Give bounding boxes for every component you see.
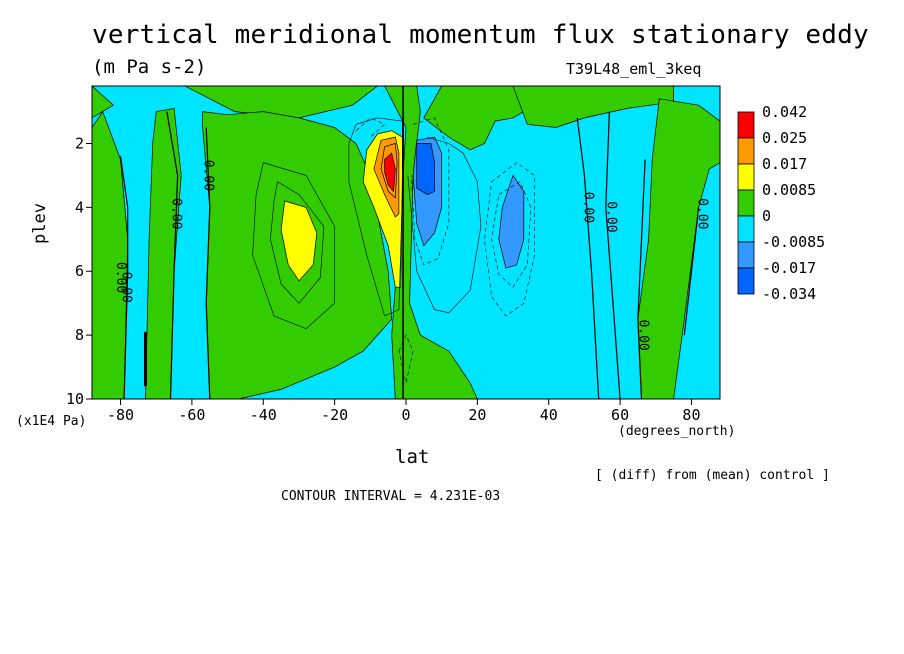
contour-label-1: 0.00 bbox=[168, 198, 183, 229]
contour-labels: 0.000.000.000.000.00 0.000.000.00 bbox=[113, 160, 710, 351]
contour-region-13 bbox=[384, 152, 396, 193]
x-axis-label: lat bbox=[395, 446, 430, 468]
y-axis-unit: (x1E4 Pa) bbox=[16, 414, 87, 429]
legend-label-6: -0.017 bbox=[762, 259, 816, 277]
y-tick-label-4: 10 bbox=[66, 390, 84, 408]
x-tick-label-2: -40 bbox=[250, 406, 277, 424]
contour-label-2: 0.00 bbox=[200, 160, 215, 191]
zero-contour-4 bbox=[605, 111, 621, 399]
contour-region-15 bbox=[498, 174, 525, 269]
negative-contour-2 bbox=[411, 117, 450, 266]
zero-contour-2 bbox=[205, 127, 211, 399]
negative-contour-3 bbox=[355, 117, 386, 138]
x-axis-unit: (degrees_north) bbox=[618, 424, 736, 439]
legend-label-2: 0.017 bbox=[762, 155, 807, 173]
x-tick-label-7: 60 bbox=[611, 406, 629, 424]
contour-label-7: 0.00 bbox=[695, 198, 710, 229]
legend-swatch-4 bbox=[737, 215, 755, 243]
negative-contour-0 bbox=[484, 162, 535, 317]
zero-contour-0 bbox=[119, 156, 129, 399]
legend-label-0: 0.042 bbox=[762, 103, 807, 121]
legend-swatch-6 bbox=[737, 267, 755, 295]
contour-region-9 bbox=[280, 200, 318, 282]
x-tick-label-6: 40 bbox=[540, 406, 558, 424]
zero-contour-5 bbox=[637, 159, 646, 399]
contour-label-4: 0.00 bbox=[580, 192, 595, 223]
zero-contour-6 bbox=[683, 207, 700, 336]
x-tick-label-0: -80 bbox=[107, 406, 134, 424]
contour-region-6 bbox=[512, 86, 674, 128]
contour-label-6: 0.00 bbox=[636, 319, 651, 350]
legend-label-4: 0 bbox=[762, 207, 771, 225]
contour-interval-label: CONTOUR INTERVAL = 4.231E-03 bbox=[281, 489, 501, 504]
contour-label-5: 0.00 bbox=[604, 201, 619, 232]
contour-label-0: 0.00 bbox=[118, 272, 133, 303]
chart-units: (m Pa s-2) bbox=[92, 56, 207, 78]
y-tick-label-3: 8 bbox=[75, 326, 84, 344]
contour-label-3: 0.00 bbox=[113, 262, 128, 293]
y-axis-ticks: 2 4 6 8 10 bbox=[66, 134, 92, 408]
legend-label-5: -0.0085 bbox=[762, 233, 825, 251]
contour-region-7 bbox=[637, 98, 720, 399]
contour-lines bbox=[119, 86, 700, 399]
contour-region-16 bbox=[416, 143, 435, 195]
legend-label-3: 0.0085 bbox=[762, 181, 816, 199]
run-id-label: T39L48_eml_3keq bbox=[566, 60, 702, 78]
legend-label-7: -0.034 bbox=[762, 285, 816, 303]
x-tick-label-1: -60 bbox=[178, 406, 205, 424]
positive-contour-1 bbox=[252, 162, 335, 330]
x-tick-label-4: 0 bbox=[401, 406, 410, 424]
legend-swatch-3 bbox=[737, 189, 755, 217]
legend-swatch-5 bbox=[737, 241, 755, 269]
legend-label-1: 0.025 bbox=[762, 129, 807, 147]
chart-title: vertical meridional momentum flux statio… bbox=[92, 20, 869, 50]
diff-note: [ (diff) from (mean) control ] bbox=[595, 468, 830, 483]
zero-contour-1 bbox=[166, 111, 179, 399]
x-tick-label-8: 80 bbox=[682, 406, 700, 424]
x-tick-label-3: -20 bbox=[321, 406, 348, 424]
legend-swatch-2 bbox=[737, 163, 755, 191]
positive-contour-3 bbox=[407, 136, 482, 314]
x-tick-label-5: 20 bbox=[468, 406, 486, 424]
positive-contour-0 bbox=[270, 181, 325, 304]
zero-contour-3 bbox=[576, 117, 600, 399]
contour-region-8 bbox=[92, 86, 114, 119]
legend-swatch-0 bbox=[737, 111, 755, 139]
color-legend: 0.042 0.025 0.017 0.0085 0 -0.0085 -0.017 -0.03… bbox=[737, 103, 825, 303]
y-tick-label-2: 6 bbox=[75, 262, 84, 280]
y-tick-label-1: 4 bbox=[75, 198, 84, 216]
negative-contour-1 bbox=[491, 181, 532, 288]
x-axis-ticks: -80 -60 -40 -20 0 20 40 60 80 bbox=[107, 399, 700, 424]
positive-contour-2 bbox=[348, 117, 403, 317]
y-tick-label-0: 2 bbox=[75, 134, 84, 152]
legend-swatch-1 bbox=[737, 137, 755, 165]
